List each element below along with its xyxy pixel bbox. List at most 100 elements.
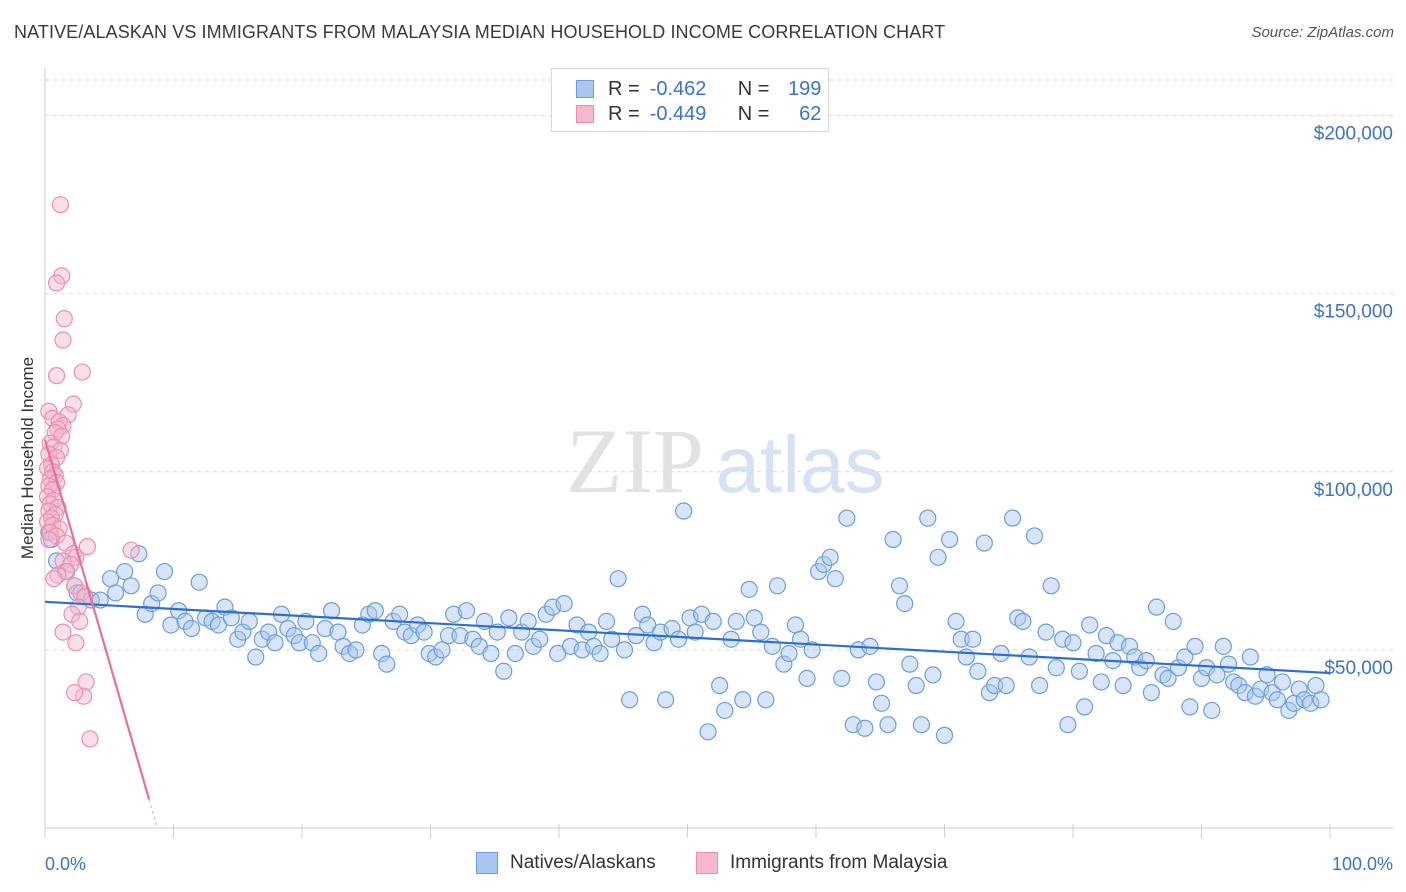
native-point — [890, 577, 909, 595]
native-point — [253, 630, 271, 648]
native-point — [1164, 612, 1182, 631]
native-point — [833, 669, 851, 688]
native-point — [1159, 669, 1177, 688]
native-point — [1092, 673, 1110, 691]
native-point — [1064, 634, 1082, 652]
native-point — [947, 612, 965, 631]
native-point — [519, 612, 537, 631]
native-point — [259, 623, 278, 641]
native-point — [222, 609, 240, 627]
native-point — [1004, 509, 1022, 527]
native-point — [353, 616, 371, 634]
native-point — [745, 609, 763, 627]
y-tick-label: $150,000 — [1314, 302, 1393, 323]
legend-n-label: N = — [737, 77, 770, 100]
native-point — [378, 655, 396, 673]
native-point — [247, 648, 265, 666]
native-point — [427, 648, 445, 666]
native-point — [924, 666, 942, 684]
legend-row-natives: R = -0.462 N = 199 — [576, 77, 821, 101]
bottom-legend-label-malaysia: Immigrants from Malaysia — [730, 852, 948, 873]
native-point — [1075, 698, 1094, 716]
malaysia-point — [67, 634, 85, 652]
native-point — [176, 612, 194, 631]
native-point — [1120, 637, 1139, 655]
malaysia-point — [54, 331, 72, 349]
native-point — [699, 723, 717, 741]
native-point — [686, 623, 704, 641]
malaysia-point — [73, 363, 91, 381]
malaysia-point — [122, 541, 140, 559]
native-point — [1025, 527, 1044, 545]
native-point — [675, 502, 693, 520]
native-point — [116, 562, 134, 581]
native-point — [107, 584, 125, 602]
native-point — [1030, 676, 1049, 695]
native-point — [1203, 701, 1221, 720]
native-point — [531, 630, 549, 648]
native-point — [1273, 673, 1292, 691]
legend-r-value: -0.449 — [649, 102, 707, 125]
native-point — [1186, 637, 1204, 655]
native-point — [347, 641, 365, 659]
native-point — [209, 616, 228, 634]
native-point — [803, 641, 821, 659]
malaysia-point — [74, 687, 93, 705]
native-point — [1087, 644, 1105, 663]
native-point — [975, 534, 993, 552]
native-point — [997, 676, 1015, 695]
native-point — [711, 676, 729, 695]
native-point — [907, 676, 925, 695]
native-point — [190, 573, 208, 591]
native-point — [101, 570, 120, 588]
malaysia-point — [40, 530, 58, 549]
native-point — [266, 634, 284, 652]
malaysia-trendline-extension — [148, 799, 158, 827]
native-point — [669, 630, 688, 648]
native-point — [1241, 648, 1259, 666]
native-point — [1059, 716, 1077, 734]
malaysia-trendline — [43, 439, 151, 800]
native-point — [445, 605, 463, 623]
bottom-legend-swatch-pink — [696, 852, 718, 874]
native-point — [609, 570, 627, 588]
native-point — [524, 637, 542, 655]
native-point — [872, 694, 891, 712]
native-point — [500, 609, 518, 627]
malaysia-point — [64, 395, 82, 413]
malaysia-point — [77, 673, 95, 691]
watermark-atlas: atlas — [716, 420, 885, 509]
bottom-legend-swatch-blue — [476, 852, 498, 874]
malaysia-point — [58, 562, 76, 581]
native-point — [482, 644, 500, 663]
native-point — [537, 605, 555, 623]
native-point — [639, 616, 657, 634]
native-point — [433, 641, 451, 659]
native-point — [912, 716, 930, 734]
native-point — [941, 530, 959, 549]
native-point — [884, 530, 902, 549]
native-point — [555, 594, 573, 613]
native-point — [603, 630, 621, 648]
malaysia-point — [47, 274, 66, 292]
correlation-legend: R = -0.462 N = 199 R = -0.449 N = 62 — [551, 68, 829, 132]
malaysia-point — [65, 577, 84, 595]
native-point — [969, 662, 987, 680]
native-point — [838, 509, 856, 527]
legend-swatch-pink — [576, 105, 594, 123]
native-point — [775, 655, 793, 673]
bottom-legend-natives: Natives/Alaskans — [476, 852, 656, 874]
native-point — [867, 673, 885, 691]
native-point — [786, 616, 805, 634]
malaysia-point — [81, 730, 99, 748]
native-point — [549, 644, 567, 663]
native-point — [1181, 698, 1199, 716]
native-point — [506, 644, 524, 663]
native-point — [1312, 691, 1330, 709]
legend-r-label: R = — [608, 102, 640, 125]
native-point — [768, 577, 787, 595]
native-point — [815, 555, 833, 574]
x-tick-label-min: 0.0% — [45, 854, 86, 874]
native-point — [182, 619, 201, 638]
native-point — [935, 726, 954, 744]
